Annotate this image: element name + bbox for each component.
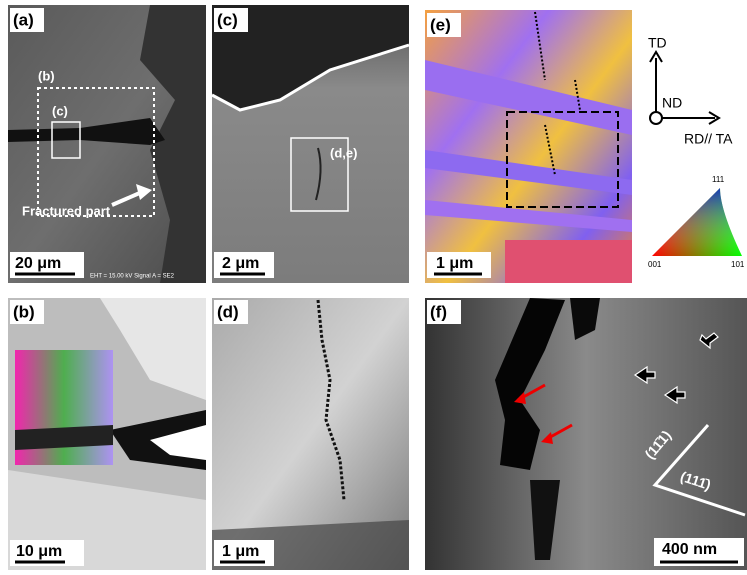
panel-label: (b) (13, 302, 35, 321)
panel-f: (11̄1) (111̄) (f) 400 nm (425, 298, 747, 570)
figure: (b) (c) Fractured part EHT = 15.00 kV Si… (0, 0, 747, 570)
orientation-legend: TD ND RD// TA 111 001 101 (648, 35, 745, 269)
panel-b: (b) 10 μm (8, 298, 206, 570)
panel-label: (f) (430, 302, 447, 321)
triangle-label: 111 (712, 175, 725, 184)
panel-label: (e) (430, 15, 451, 34)
panel-d: (d) 1 μm (212, 298, 409, 570)
scale-bar-label: 10 μm (16, 543, 62, 560)
axis-label: ND (662, 95, 682, 111)
panel-label: (c) (217, 10, 238, 29)
scale-bar-label: 2 μm (222, 255, 259, 272)
scale-bar-label: 1 μm (436, 255, 473, 272)
panel-label: (a) (13, 10, 34, 29)
panel-label: (d) (217, 302, 239, 321)
axis-label: RD// TA (684, 131, 733, 147)
triangle-label: 001 (648, 260, 662, 269)
scale-bar-label: 400 nm (662, 541, 717, 558)
annotation: (c) (52, 103, 68, 118)
footer: EHT = 15.00 kV Signal A = SE2 (90, 274, 175, 280)
triangle-label: 101 (731, 260, 745, 269)
scale-bar-label: 20 μm (15, 255, 61, 272)
axis-label: TD (648, 35, 667, 51)
scale-bar-label: 1 μm (222, 543, 259, 560)
annotation: (b) (38, 68, 55, 83)
annotation: Fractured part (22, 203, 111, 218)
panel-e: (e) 1 μm (425, 10, 632, 283)
annotation: (d,e) (330, 145, 357, 160)
panel-a: (b) (c) Fractured part EHT = 15.00 kV Si… (8, 5, 206, 283)
panel-c: (d,e) (c) 2 μm (212, 5, 409, 283)
